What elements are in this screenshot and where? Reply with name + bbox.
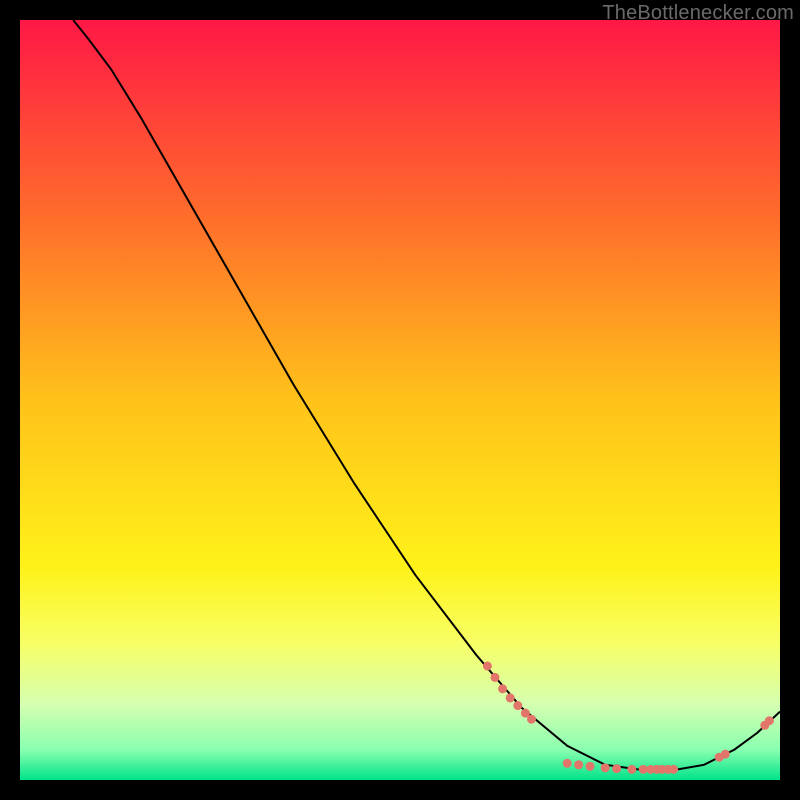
data-point	[563, 759, 572, 768]
data-point	[483, 662, 492, 671]
data-point	[513, 701, 522, 710]
bottleneck-curve	[73, 20, 780, 770]
data-point	[669, 765, 678, 774]
data-point	[612, 764, 621, 773]
data-point	[506, 693, 515, 702]
data-point	[491, 673, 500, 682]
data-point	[527, 715, 536, 724]
watermark-text: TheBottlenecker.com	[602, 2, 794, 25]
data-point	[574, 760, 583, 769]
marker-group	[483, 662, 774, 774]
data-point	[586, 762, 595, 771]
data-point	[765, 716, 774, 725]
plot-area	[20, 20, 780, 780]
data-point	[601, 763, 610, 772]
data-point	[627, 765, 636, 774]
data-point	[498, 684, 507, 693]
data-point	[721, 750, 730, 759]
chart-svg	[20, 20, 780, 780]
